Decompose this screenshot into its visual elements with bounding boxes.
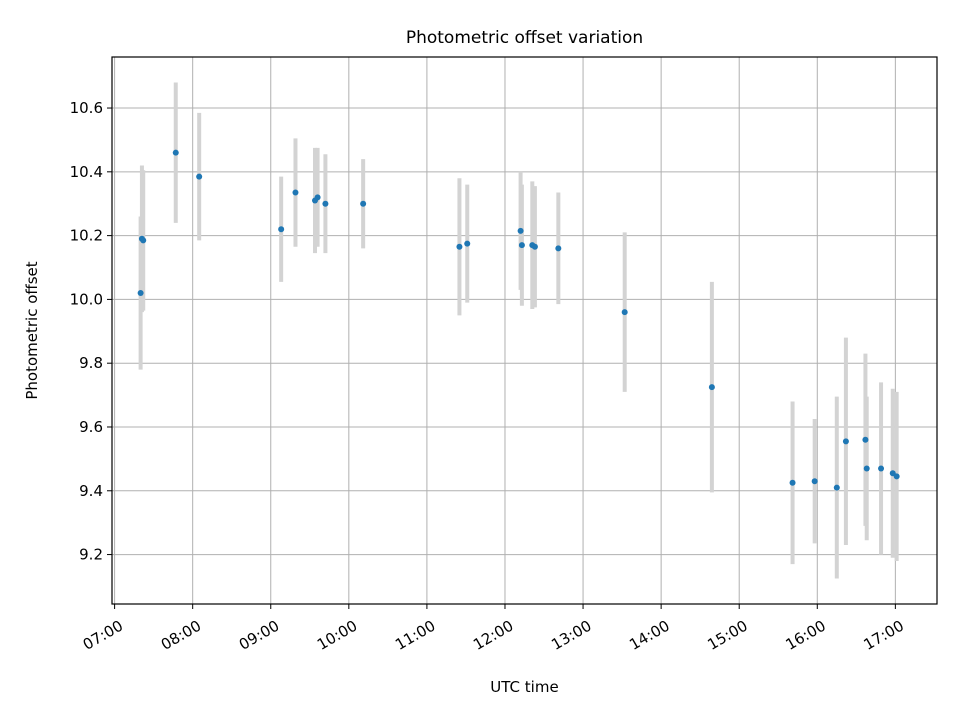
data-point — [842, 438, 849, 445]
y-tick-label: 10.0 — [70, 290, 103, 308]
y-tick-label: 9.8 — [79, 354, 103, 372]
y-tick-label: 10.6 — [70, 99, 103, 117]
data-points — [137, 149, 900, 491]
data-point — [811, 478, 818, 485]
data-point — [833, 484, 840, 491]
data-point — [314, 194, 321, 201]
chart-title: Photometric offset variation — [406, 28, 643, 48]
y-tick-label: 10.2 — [70, 227, 103, 245]
data-point — [172, 149, 179, 156]
data-point — [196, 173, 203, 180]
data-point — [518, 242, 525, 249]
data-point — [862, 436, 869, 443]
y-axis-ticks: 9.2 9.4 9.6 9.8 10.0 10.2 10.4 10.6 — [70, 99, 112, 564]
data-point — [360, 200, 367, 207]
data-point — [555, 245, 562, 252]
data-point — [878, 465, 885, 472]
plot-frame — [111, 56, 938, 605]
data-point — [621, 309, 628, 316]
data-point — [456, 243, 463, 250]
data-point — [140, 237, 147, 244]
data-point — [464, 240, 471, 247]
data-point — [708, 384, 715, 391]
data-point — [531, 243, 538, 250]
y-tick-label: 9.4 — [79, 482, 103, 500]
y-tick-label: 9.2 — [79, 546, 103, 564]
data-point — [292, 189, 299, 196]
y-tick-label: 9.6 — [79, 418, 103, 436]
data-point — [863, 465, 870, 472]
y-tick-label: 10.4 — [70, 163, 103, 181]
data-point — [137, 290, 144, 297]
x-axis-label: UTC time — [490, 678, 558, 696]
data-point — [278, 226, 285, 233]
data-point — [322, 200, 329, 207]
data-point — [893, 473, 900, 480]
data-point — [789, 479, 796, 486]
y-axis-label: Photometric offset — [23, 261, 41, 399]
data-point — [517, 227, 524, 234]
